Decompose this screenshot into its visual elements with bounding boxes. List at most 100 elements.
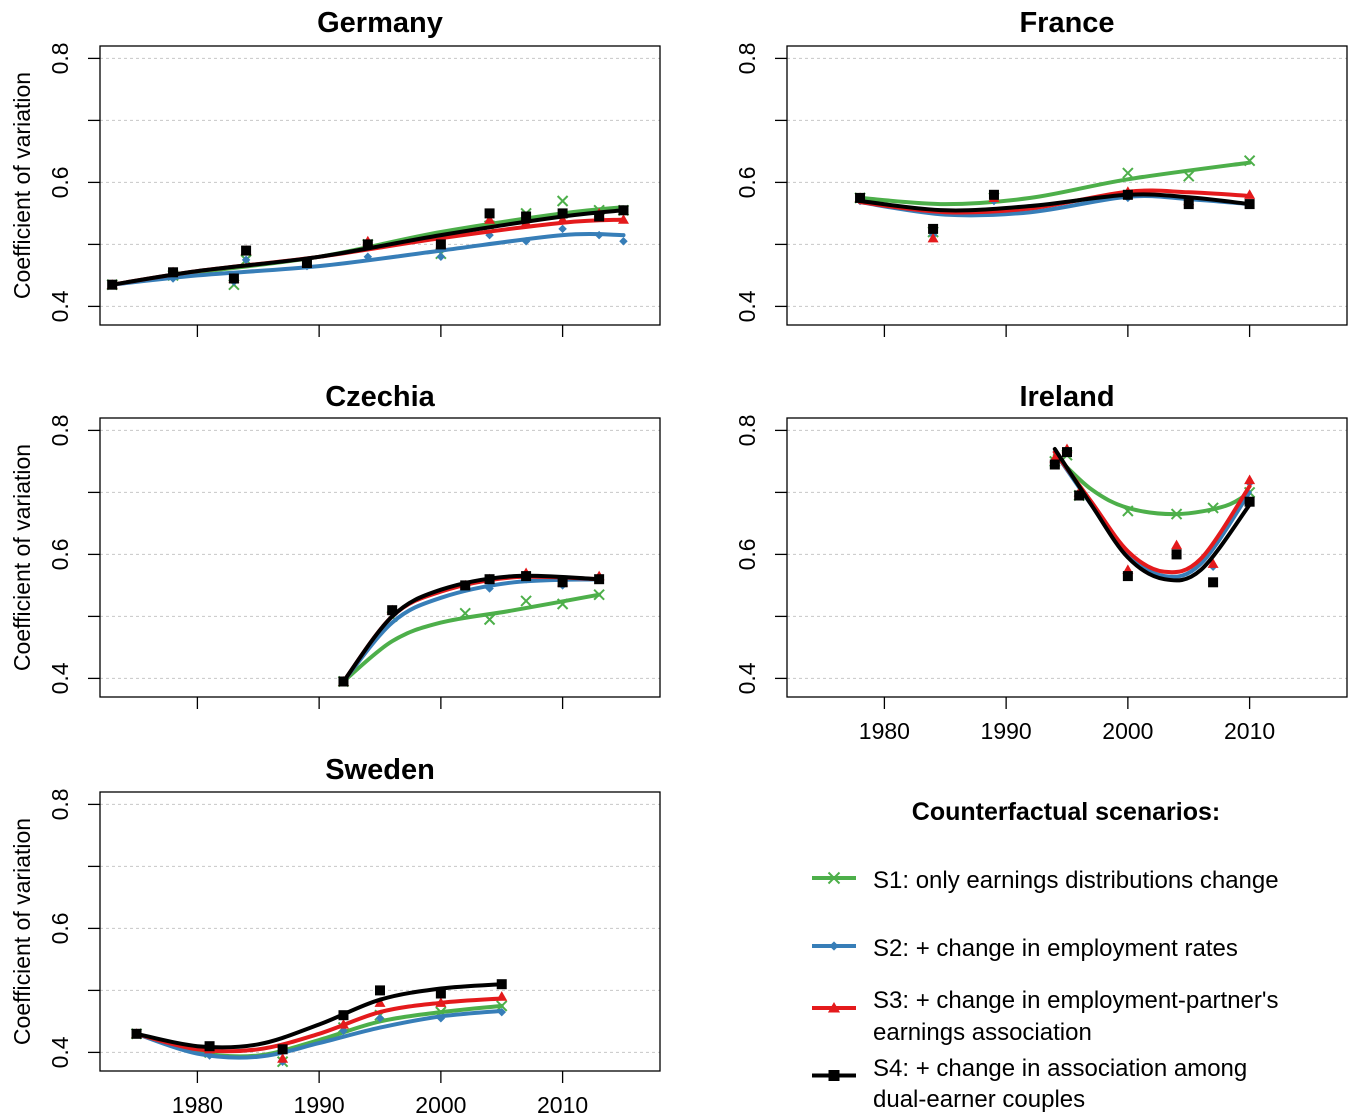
legend-item-s2: S2: + change in employment rates <box>812 935 1238 962</box>
data-point-s2 <box>436 252 446 262</box>
legend-item-s3: S3: + change in employment-partner's earn… <box>812 987 1278 1046</box>
legend: Counterfactual scenarios: S1: only earnin… <box>812 798 1279 1113</box>
plot-frame <box>99 417 661 698</box>
data-point-s2 <box>363 252 373 262</box>
data-point-s4 <box>228 273 239 284</box>
y-tick-label: 0.4 <box>734 662 760 694</box>
data-point-s4 <box>988 189 999 200</box>
data-point-s4 <box>168 267 179 278</box>
data-point-s4 <box>1122 571 1133 582</box>
data-point-s1 <box>1170 508 1183 520</box>
series-s2 <box>132 1007 506 1066</box>
data-point-s1 <box>556 598 569 610</box>
data-point-s4 <box>521 211 532 222</box>
y-tick-label: 0.8 <box>734 42 760 74</box>
x-tick-label: 2010 <box>537 1092 588 1115</box>
data-point-s4 <box>241 245 252 256</box>
data-point-s1 <box>1122 167 1134 179</box>
smoothed-line-s4 <box>341 573 602 684</box>
smoothed-line-s1 <box>341 592 602 684</box>
data-point-s4 <box>496 979 507 990</box>
data-point-s4 <box>277 1044 288 1055</box>
data-point-s1 <box>556 195 569 207</box>
data-point-s4 <box>928 223 939 234</box>
data-point-s3 <box>557 214 569 224</box>
legend-item-s1: S1: only earnings distributions change <box>812 867 1279 894</box>
series-s2 <box>855 193 1254 240</box>
smoothed-line-s2 <box>110 231 626 287</box>
data-point-s4 <box>557 208 568 219</box>
panel-title: Ireland <box>1019 381 1114 413</box>
y-tick-label: 0.4 <box>47 290 73 322</box>
data-point-s3 <box>617 214 629 224</box>
data-point-s4 <box>557 577 568 588</box>
y-tick-label: 0.8 <box>47 788 73 820</box>
data-point-s4 <box>484 574 495 585</box>
series-s4 <box>107 205 629 290</box>
data-point-s1 <box>520 595 532 607</box>
x-tick-label: 1990 <box>294 1092 345 1115</box>
data-point-s2 <box>558 224 567 234</box>
data-point-s3 <box>927 232 939 243</box>
x-tick-label: 2000 <box>1102 718 1153 744</box>
x-tick-label: 1980 <box>859 718 910 744</box>
data-point-s3 <box>484 214 496 224</box>
data-point-s4 <box>618 205 629 216</box>
x-tick-label: 2010 <box>1224 718 1275 744</box>
data-point-s4 <box>301 258 312 268</box>
y-axis-label: Coefficient of variation <box>9 72 35 299</box>
panel-title: Czechia <box>325 381 435 413</box>
y-tick-label: 0.8 <box>47 42 73 74</box>
plot-frame <box>99 791 661 1072</box>
data-point-s1 <box>1183 170 1195 182</box>
panel-title: France <box>1019 7 1114 39</box>
legend-title: Counterfactual scenarios: <box>912 798 1220 826</box>
smoothed-line-s1 <box>1052 453 1252 517</box>
data-point-s1 <box>1122 505 1134 517</box>
data-point-s4 <box>1062 447 1072 458</box>
data-point-s4 <box>1074 490 1085 501</box>
legend-label: S1: only earnings distributions change <box>873 867 1279 894</box>
series-s4 <box>855 189 1255 234</box>
y-tick-label: 0.6 <box>47 912 73 944</box>
y-tick-label: 0.4 <box>734 290 760 322</box>
y-tick-label: 0.6 <box>734 538 760 570</box>
data-point-s3 <box>277 1053 289 1063</box>
x-tick-label: 1990 <box>981 718 1032 744</box>
diamond-marker <box>829 941 839 951</box>
smoothed-line-s4 <box>858 192 1252 213</box>
data-point-s3 <box>496 991 508 1001</box>
plot-frame <box>786 417 1348 698</box>
smoothed-line-s1 <box>858 160 1252 207</box>
data-point-s3 <box>374 997 386 1007</box>
data-point-s2 <box>521 237 531 246</box>
data-point-s4 <box>460 580 471 591</box>
y-tick-label: 0.8 <box>47 414 73 446</box>
panel-france: France 0.4 0.6 0.8 <box>734 7 1348 337</box>
data-point-s2 <box>594 230 604 240</box>
data-point-s4 <box>387 605 398 616</box>
legend-label: S4: + change in association among <box>873 1055 1247 1082</box>
legend-label: earnings association <box>873 1019 1092 1046</box>
series-s2 <box>107 224 628 289</box>
x-marker <box>827 871 841 885</box>
legend-label: S2: + change in employment rates <box>873 935 1238 962</box>
legend-label: dual-earner couples <box>873 1086 1085 1113</box>
data-point-s4 <box>1208 577 1219 588</box>
panel-czechia: Czechia 0.4 0.6 0.8 Coefficient of variation <box>9 381 661 709</box>
data-point-s1 <box>593 588 605 601</box>
data-point-s3 <box>337 1019 349 1029</box>
triangle-marker <box>827 1001 841 1013</box>
data-point-s1 <box>1243 154 1256 167</box>
data-point-s4 <box>131 1028 142 1039</box>
smoothed-line-s4 <box>1052 447 1252 583</box>
data-point-s4 <box>204 1041 215 1052</box>
data-point-s4 <box>1049 459 1060 470</box>
panel-title: Germany <box>317 7 443 39</box>
data-point-s3 <box>1207 558 1219 568</box>
y-tick-label: 0.6 <box>47 166 73 198</box>
y-tick-label: 0.6 <box>47 538 73 570</box>
smoothed-line-s2 <box>341 577 602 684</box>
data-point-s4 <box>1244 496 1255 507</box>
